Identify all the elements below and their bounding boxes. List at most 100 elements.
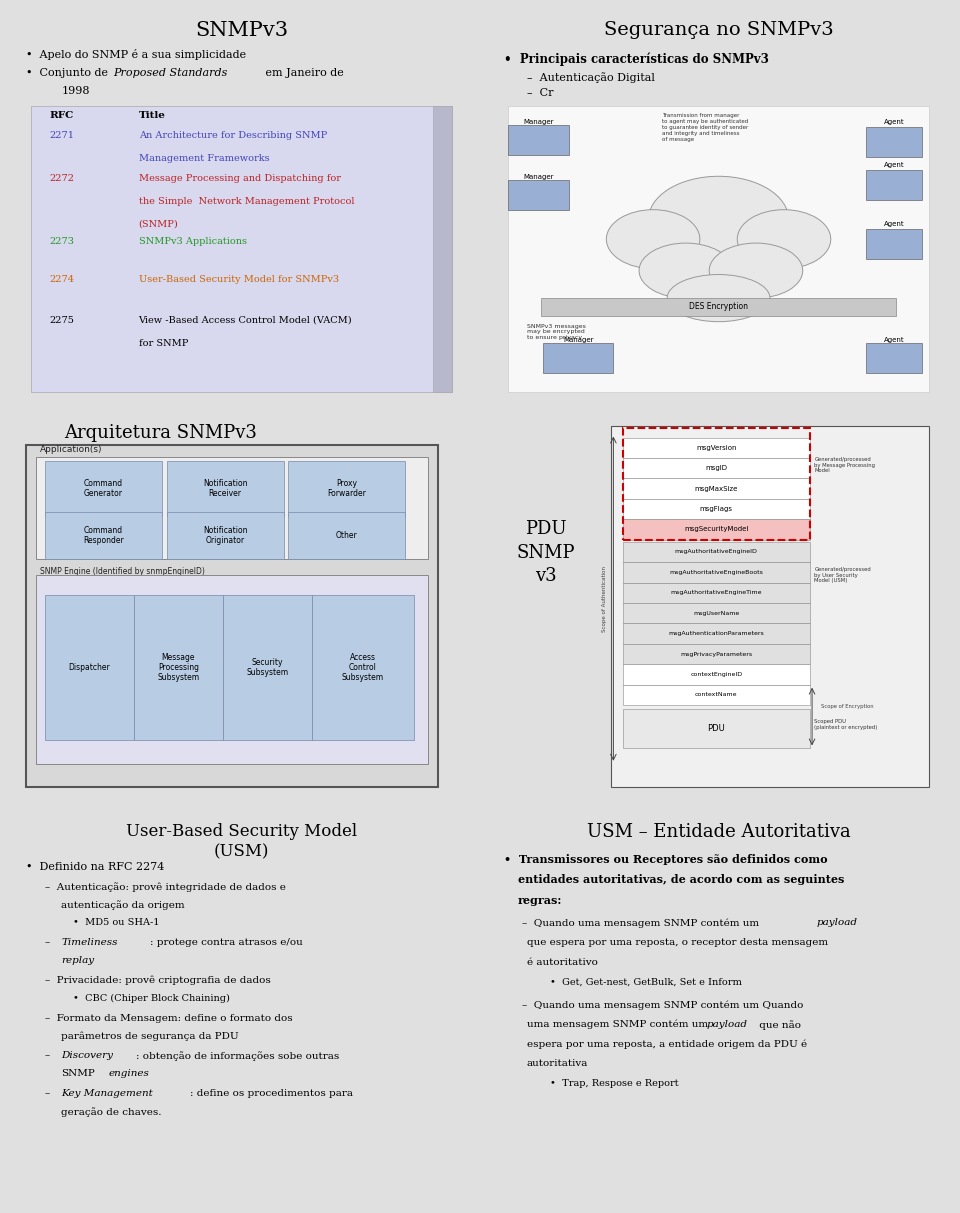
- Text: 2273: 2273: [50, 238, 75, 246]
- FancyBboxPatch shape: [508, 125, 569, 155]
- FancyBboxPatch shape: [866, 343, 922, 372]
- Text: Agent: Agent: [883, 163, 904, 169]
- Text: –  Quando uma mensagem SNMP contém um: – Quando uma mensagem SNMP contém um: [522, 918, 762, 928]
- Text: 2272: 2272: [50, 175, 75, 183]
- Text: replay: replay: [61, 956, 95, 966]
- Text: SNMPv3: SNMPv3: [195, 21, 288, 40]
- Text: Segurança no SNMPv3: Segurança no SNMPv3: [604, 21, 833, 39]
- Text: •  CBC (Chiper Block Chaining): • CBC (Chiper Block Chaining): [73, 993, 230, 1003]
- Text: engines: engines: [108, 1070, 149, 1078]
- FancyBboxPatch shape: [866, 170, 922, 200]
- Text: –  Formato da Mensagem: define o formato dos: – Formato da Mensagem: define o formato …: [45, 1014, 293, 1023]
- FancyBboxPatch shape: [623, 603, 809, 623]
- Text: Discovery: Discovery: [61, 1052, 113, 1060]
- Text: 1998: 1998: [61, 86, 90, 96]
- FancyBboxPatch shape: [623, 519, 809, 540]
- Text: msgAuthoritativeEngineBoots: msgAuthoritativeEngineBoots: [669, 570, 763, 575]
- FancyBboxPatch shape: [508, 106, 929, 393]
- Text: •  Apelo do SNMP é a sua simplicidade: • Apelo do SNMP é a sua simplicidade: [26, 49, 247, 59]
- Text: Generated/processed
by Message Processing
Model: Generated/processed by Message Processin…: [814, 457, 876, 473]
- Text: Arquitetura SNMPv3: Arquitetura SNMPv3: [63, 423, 256, 442]
- Text: Notification
Originator: Notification Originator: [203, 526, 248, 546]
- Text: –  Autenticação Digital: – Autenticação Digital: [527, 72, 655, 82]
- Text: msgAuthenticationParameters: msgAuthenticationParameters: [668, 631, 764, 636]
- Text: Proposed Standards: Proposed Standards: [113, 68, 228, 78]
- FancyBboxPatch shape: [623, 623, 809, 644]
- Text: Agent: Agent: [883, 221, 904, 227]
- FancyBboxPatch shape: [288, 512, 405, 559]
- Text: msgAuthoritativeEngineTime: msgAuthoritativeEngineTime: [670, 591, 762, 596]
- Text: : define os procedimentos para: : define os procedimentos para: [190, 1089, 353, 1098]
- FancyBboxPatch shape: [133, 594, 223, 740]
- Text: é autoritativo: é autoritativo: [527, 958, 598, 967]
- Text: –  Quando uma mensagem SNMP contém um Quando: – Quando uma mensagem SNMP contém um Qua…: [522, 1001, 804, 1009]
- FancyBboxPatch shape: [26, 445, 438, 787]
- Text: Manager: Manager: [523, 119, 554, 125]
- FancyBboxPatch shape: [312, 594, 415, 740]
- FancyBboxPatch shape: [623, 644, 809, 665]
- Text: espera por uma reposta, a entidade origem da PDU é: espera por uma reposta, a entidade orige…: [527, 1040, 807, 1049]
- Text: Command
Generator: Command Generator: [84, 479, 123, 499]
- FancyBboxPatch shape: [623, 665, 809, 684]
- Text: for SNMP: for SNMP: [138, 338, 188, 348]
- FancyBboxPatch shape: [866, 229, 922, 258]
- Text: –: –: [45, 938, 57, 947]
- Text: User-Based Security Model
(USM): User-Based Security Model (USM): [126, 822, 357, 860]
- Text: Other: Other: [336, 531, 357, 540]
- FancyBboxPatch shape: [866, 127, 922, 156]
- Text: Command
Responder: Command Responder: [84, 526, 124, 546]
- Text: contextEngineID: contextEngineID: [690, 672, 742, 677]
- FancyBboxPatch shape: [623, 438, 809, 459]
- Text: geração de chaves.: geração de chaves.: [61, 1107, 162, 1117]
- Text: View -Based Access Control Model (VACM): View -Based Access Control Model (VACM): [138, 315, 352, 325]
- Text: : obtenção de informações sobe outras: : obtenção de informações sobe outras: [136, 1052, 340, 1061]
- Text: Title: Title: [138, 112, 165, 120]
- FancyBboxPatch shape: [508, 181, 569, 210]
- Text: Scoped PDU
(plaintext or encrypted): Scoped PDU (plaintext or encrypted): [814, 719, 877, 730]
- Text: parâmetros de segurança da PDU: parâmetros de segurança da PDU: [61, 1031, 239, 1041]
- Text: regras:: regras:: [517, 895, 562, 906]
- Text: (SNMP): (SNMP): [138, 220, 179, 229]
- Ellipse shape: [667, 274, 770, 321]
- Text: DES Encryption: DES Encryption: [689, 302, 748, 312]
- Text: PDU: PDU: [708, 724, 725, 733]
- FancyBboxPatch shape: [288, 461, 405, 516]
- FancyBboxPatch shape: [45, 512, 162, 559]
- Text: msgFlags: msgFlags: [700, 506, 732, 512]
- Text: RFC: RFC: [50, 112, 74, 120]
- Text: Scope of Encryption: Scope of Encryption: [822, 705, 874, 710]
- Text: USM – Entidade Autoritativa: USM – Entidade Autoritativa: [587, 822, 851, 841]
- FancyBboxPatch shape: [623, 562, 809, 582]
- Text: uma mensagem SNMP contém um: uma mensagem SNMP contém um: [527, 1020, 711, 1030]
- Text: que espera por uma reposta, o receptor desta mensagem: que espera por uma reposta, o receptor d…: [527, 938, 828, 947]
- Text: •  Get, Get-nest, GetBulk, Set e Inform: • Get, Get-nest, GetBulk, Set e Inform: [550, 978, 742, 986]
- FancyBboxPatch shape: [623, 478, 809, 499]
- FancyBboxPatch shape: [623, 459, 809, 478]
- Text: Timeliness: Timeliness: [61, 938, 118, 947]
- Text: Application(s): Application(s): [40, 445, 103, 455]
- Text: Message
Processing
Subsystem: Message Processing Subsystem: [157, 653, 200, 683]
- Text: Security
Subsystem: Security Subsystem: [246, 657, 288, 677]
- Text: •  Definido na RFC 2274: • Definido na RFC 2274: [26, 861, 165, 872]
- Text: msgUserName: msgUserName: [693, 610, 739, 616]
- FancyBboxPatch shape: [623, 582, 809, 603]
- Text: autenticação da origem: autenticação da origem: [61, 900, 185, 910]
- FancyBboxPatch shape: [31, 106, 452, 393]
- Text: Scope of Authentication: Scope of Authentication: [602, 565, 607, 632]
- Text: •  Principais características do SNMPv3: • Principais características do SNMPv3: [503, 52, 768, 66]
- Text: –  Autenticação: provê integridade de dados e: – Autenticação: provê integridade de dad…: [45, 882, 286, 892]
- Text: –: –: [45, 1089, 57, 1098]
- Text: payload: payload: [707, 1020, 748, 1029]
- Text: msgMaxSize: msgMaxSize: [694, 485, 738, 491]
- Text: •  Trap, Respose e Report: • Trap, Respose e Report: [550, 1078, 679, 1088]
- FancyBboxPatch shape: [623, 710, 809, 748]
- Ellipse shape: [639, 243, 732, 298]
- Text: Agent: Agent: [883, 337, 904, 343]
- Text: autoritativa: autoritativa: [527, 1059, 588, 1069]
- Text: msgVersion: msgVersion: [696, 445, 736, 451]
- FancyBboxPatch shape: [167, 461, 283, 516]
- Text: : protege contra atrasos e/ou: : protege contra atrasos e/ou: [151, 938, 303, 947]
- Text: An Architecture for Describing SNMP: An Architecture for Describing SNMP: [138, 131, 326, 139]
- FancyBboxPatch shape: [540, 298, 897, 315]
- Text: PDU
SNMP
v3: PDU SNMP v3: [516, 520, 575, 585]
